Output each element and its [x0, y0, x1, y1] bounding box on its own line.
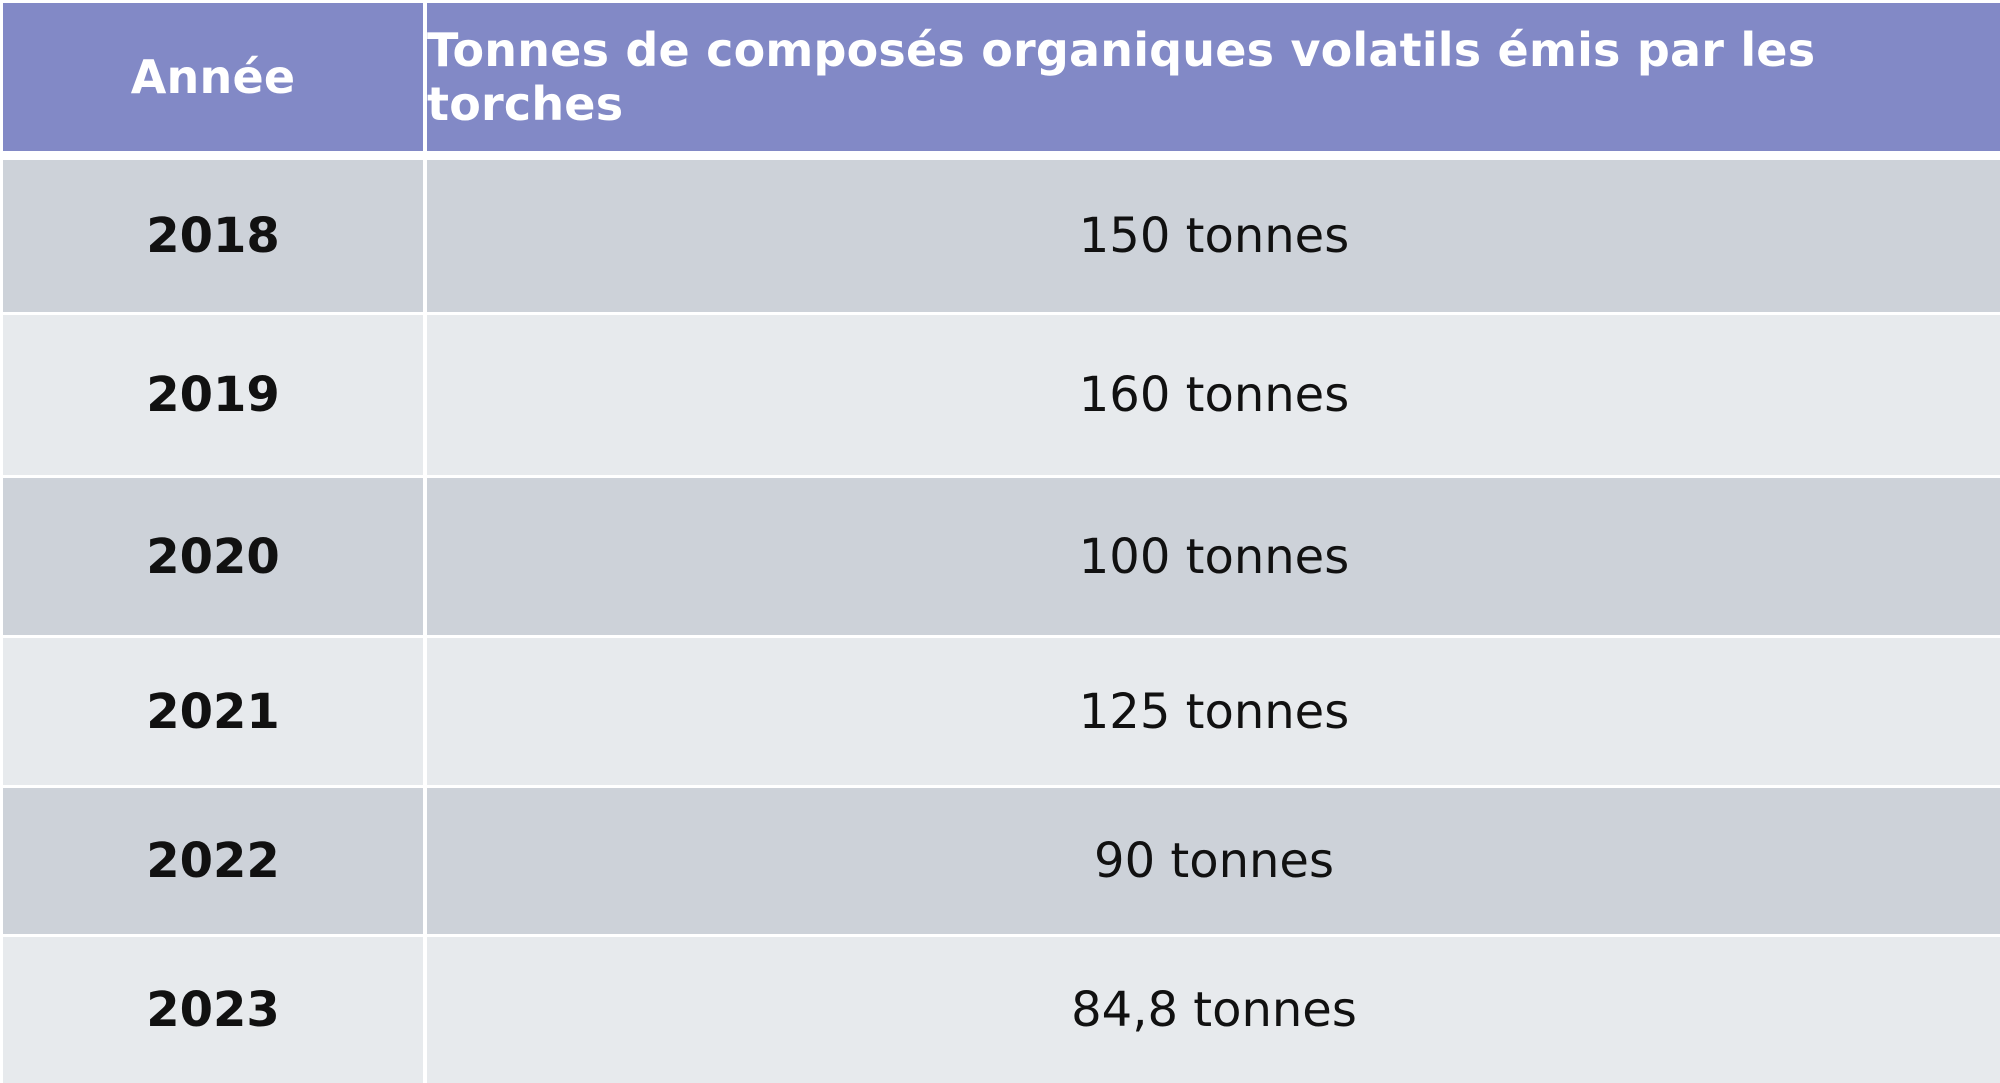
- table-row-year: 2019: [3, 315, 423, 475]
- table-row-value: 100 tonnes: [427, 478, 2000, 635]
- table-row-year: 2023: [3, 937, 423, 1083]
- table-row-year: 2018: [3, 160, 423, 312]
- header-value: Tonnes de composés organiques volatils é…: [427, 3, 2000, 151]
- table-row-year: 2022: [3, 788, 423, 934]
- table-row-value: 84,8 tonnes: [427, 937, 2000, 1083]
- header-year: Année: [3, 3, 423, 151]
- emissions-table: Année Tonnes de composés organiques vola…: [3, 3, 2000, 1083]
- table-row-year: 2020: [3, 478, 423, 635]
- table-row-value: 90 tonnes: [427, 788, 2000, 934]
- table-row-value: 160 tonnes: [427, 315, 2000, 475]
- table-row-value: 125 tonnes: [427, 638, 2000, 785]
- table-row-year: 2021: [3, 638, 423, 785]
- table-row-value: 150 tonnes: [427, 160, 2000, 312]
